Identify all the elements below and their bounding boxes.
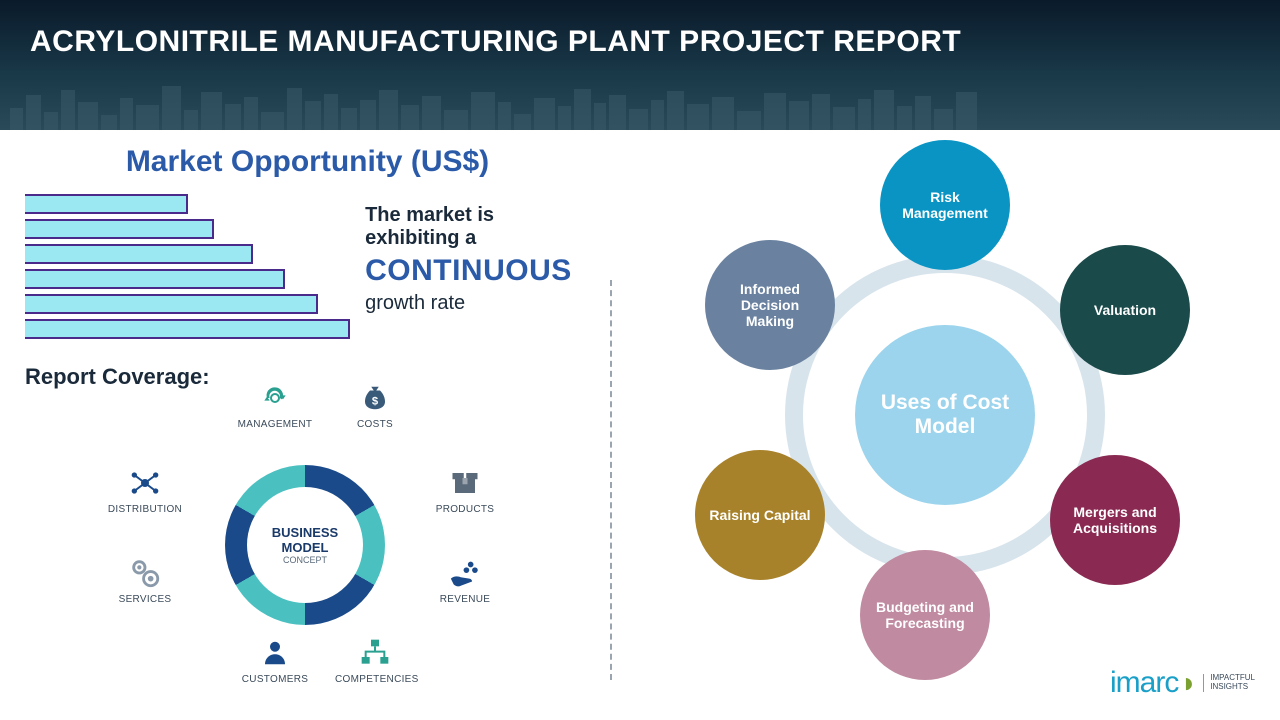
right-panel: Uses of Cost Model Risk Management Valuat… bbox=[610, 130, 1280, 720]
money-bag-icon: $ bbox=[357, 380, 393, 416]
chart-bar bbox=[25, 269, 285, 289]
bar-chart bbox=[25, 194, 350, 344]
wheel-hub: Uses of Cost Model bbox=[855, 325, 1035, 505]
network-icon bbox=[127, 465, 163, 501]
bm-item-label: SERVICES bbox=[105, 594, 185, 605]
bm-item-label: COMPETENCIES bbox=[335, 674, 415, 685]
skyline-decoration bbox=[0, 85, 1280, 130]
svg-text:$: $ bbox=[372, 395, 379, 407]
chart-bar bbox=[25, 244, 253, 264]
logo-text: imarc bbox=[1110, 666, 1178, 700]
business-model-center: BUSINESS MODEL CONCEPT bbox=[235, 475, 375, 615]
person-icon bbox=[257, 635, 293, 671]
bm-item-label: REVENUE bbox=[425, 594, 505, 605]
wheel-node: Informed Decision Making bbox=[705, 240, 835, 370]
growth-line2: growth rate bbox=[365, 292, 590, 315]
chart-bar bbox=[25, 294, 318, 314]
chart-bar bbox=[25, 319, 350, 339]
bm-item-competencies: COMPETENCIES bbox=[335, 635, 415, 685]
bm-item-costs: $ COSTS bbox=[335, 380, 415, 430]
content-area: Market Opportunity (US$) The market is e… bbox=[0, 130, 1280, 720]
bm-item-products: PRODUCTS bbox=[425, 465, 505, 515]
bm-item-revenue: REVENUE bbox=[425, 555, 505, 605]
growth-text-block: The market is exhibiting a CONTINUOUS gr… bbox=[365, 194, 590, 344]
chart-row: The market is exhibiting a CONTINUOUS gr… bbox=[25, 194, 590, 344]
tagline-2: INSIGHTS bbox=[1210, 683, 1255, 692]
bm-item-label: CUSTOMERS bbox=[235, 674, 315, 685]
chart-bar bbox=[25, 219, 214, 239]
wheel-node: Budgeting and Forecasting bbox=[860, 550, 990, 680]
header-banner: ACRYLONITRILE MANUFACTURING PLANT PROJEC… bbox=[0, 0, 1280, 130]
bm-center-sub: CONCEPT bbox=[283, 555, 327, 565]
market-opportunity-title: Market Opportunity (US$) bbox=[25, 145, 590, 179]
brand-logo: imarc ◗ IMPACTFUL INSIGHTS bbox=[1110, 666, 1255, 700]
bm-item-management: MANAGEMENT bbox=[235, 380, 315, 430]
growth-line1: The market is exhibiting a bbox=[365, 204, 590, 250]
bm-item-label: COSTS bbox=[335, 419, 415, 430]
wheel-node: Raising Capital bbox=[695, 450, 825, 580]
bm-item-distribution: DISTRIBUTION bbox=[105, 465, 185, 515]
left-panel: Market Opportunity (US$) The market is e… bbox=[0, 130, 610, 720]
gears-icon bbox=[127, 555, 163, 591]
bm-item-customers: CUSTOMERS bbox=[235, 635, 315, 685]
business-model-diagram: BUSINESS MODEL CONCEPT MANAGEMENT $ COSTS D… bbox=[25, 380, 585, 680]
bulb-cycle-icon bbox=[257, 380, 293, 416]
bm-item-label: DISTRIBUTION bbox=[105, 504, 185, 515]
bm-center-line2: MODEL bbox=[282, 540, 329, 555]
growth-emphasis: CONTINUOUS bbox=[365, 254, 590, 288]
wheel-node: Mergers and Acquisitions bbox=[1050, 455, 1180, 585]
logo-accent-icon: ◗ bbox=[1180, 667, 1197, 699]
chart-bar bbox=[25, 194, 188, 214]
hub-label: Uses of Cost Model bbox=[855, 391, 1035, 439]
bm-item-label: MANAGEMENT bbox=[235, 419, 315, 430]
wheel-node: Valuation bbox=[1060, 245, 1190, 375]
org-chart-icon bbox=[357, 635, 393, 671]
hand-coins-icon bbox=[447, 555, 483, 591]
bm-item-services: SERVICES bbox=[105, 555, 185, 605]
wheel-node: Risk Management bbox=[880, 140, 1010, 270]
bm-center-line1: BUSINESS bbox=[272, 525, 338, 540]
cost-model-wheel: Uses of Cost Model Risk ManagementValuat… bbox=[680, 150, 1210, 680]
bm-item-label: PRODUCTS bbox=[425, 504, 505, 515]
logo-tagline: IMPACTFUL INSIGHTS bbox=[1203, 674, 1255, 692]
page-title: ACRYLONITRILE MANUFACTURING PLANT PROJEC… bbox=[30, 25, 1250, 59]
box-icon bbox=[447, 465, 483, 501]
